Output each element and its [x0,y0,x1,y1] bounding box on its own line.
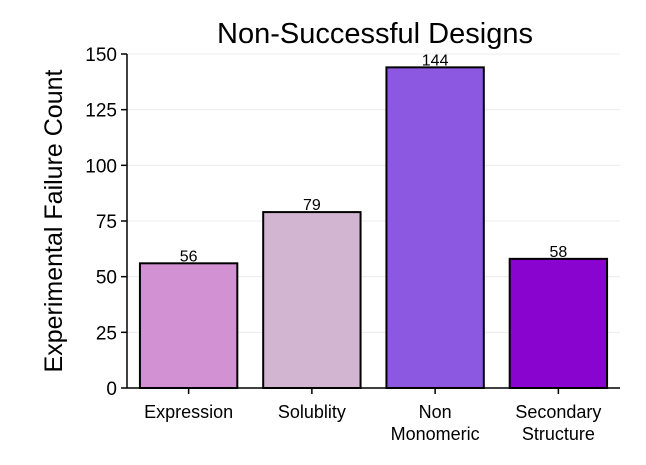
y-tick-label: 0 [106,379,117,400]
data-label: 58 [549,244,567,261]
bar [385,66,485,390]
data-label: 144 [422,52,449,69]
bar [262,211,362,389]
y-tick-labels: 0 25 50 75 100 125 150 [85,45,117,400]
bar [508,257,609,389]
bar [138,262,239,390]
y-tick-label: 125 [85,101,117,122]
y-tick-label: 150 [85,45,117,66]
data-labels: 56 79 144 58 [180,52,568,265]
y-axis-label: Experimental Failure Count [40,69,68,372]
x-tick-label: Non Monomeric [391,402,480,444]
bars [138,66,609,390]
data-label: 56 [180,248,198,265]
x-tick-label: Expression [144,402,233,422]
data-label: 79 [303,197,321,214]
x-tick-label: Solublity [278,402,346,422]
chart-title: Non-Successful Designs [217,18,533,50]
x-tick-labels: Expression Solublity Non Monomeric Secondary… [144,402,601,444]
y-tick-label: 100 [85,156,117,177]
y-tick-label: 25 [96,323,117,344]
axes [121,53,620,394]
y-tick-label: 75 [96,212,117,233]
x-tick-label: Secondary Structure [515,402,601,444]
y-tick-label: 50 [96,268,117,289]
